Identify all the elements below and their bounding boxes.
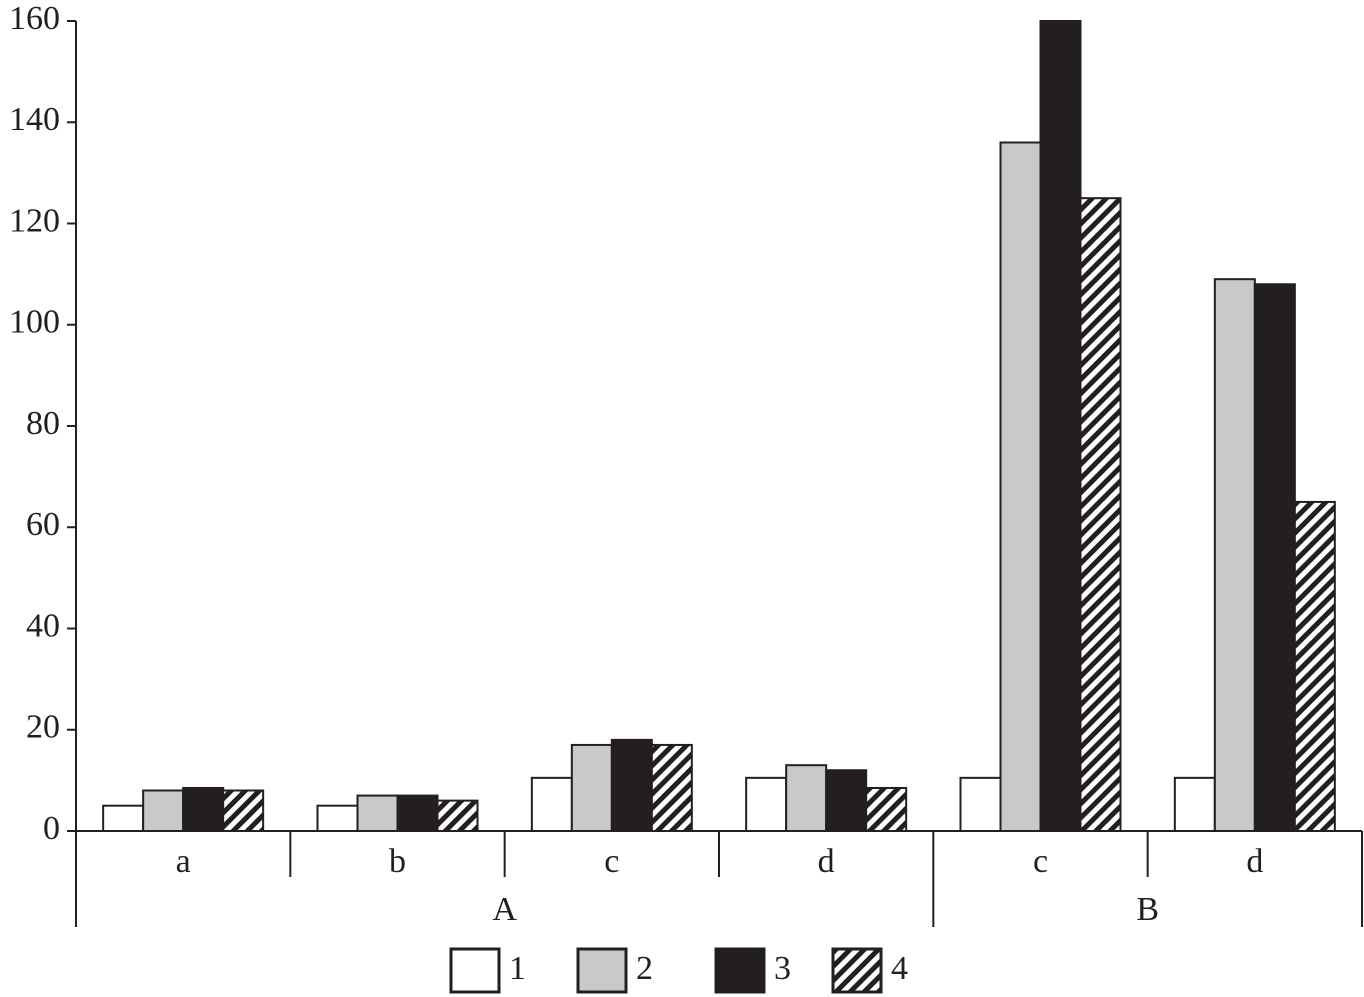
bar — [745, 776, 788, 832]
bar — [436, 799, 479, 832]
y-tick-label: 60 — [26, 506, 60, 543]
bar — [865, 786, 908, 832]
legend-swatch — [714, 947, 766, 994]
bar — [142, 789, 185, 832]
x-tick-label: b — [389, 843, 406, 880]
y-tick-label: 140 — [9, 101, 60, 138]
x-tick-label: d — [818, 843, 835, 880]
x-tick-label: c — [1033, 843, 1048, 880]
bar — [785, 764, 828, 832]
bar — [396, 794, 439, 832]
bar — [610, 738, 653, 832]
bar — [650, 743, 693, 832]
bar — [999, 141, 1042, 832]
bar — [1253, 283, 1296, 832]
bar — [1293, 500, 1336, 832]
group-label: B — [1136, 891, 1159, 928]
y-tick-label: 0 — [43, 810, 60, 847]
bar — [530, 776, 573, 832]
bar — [316, 804, 359, 832]
x-tick-label: c — [604, 843, 619, 880]
y-tick-label: 120 — [9, 202, 60, 239]
legend-swatch — [831, 947, 883, 994]
bar — [356, 794, 399, 832]
legend-label: 2 — [636, 950, 653, 987]
y-tick-label: 100 — [9, 304, 60, 341]
bar — [1213, 278, 1256, 832]
bar — [1079, 197, 1122, 832]
x-tick-label: d — [1246, 843, 1263, 880]
y-tick-label: 160 — [9, 0, 60, 37]
bar — [825, 769, 868, 832]
bar — [959, 776, 1002, 832]
bar — [1039, 20, 1082, 832]
y-tick-label: 80 — [26, 405, 60, 442]
bar — [222, 789, 265, 832]
y-tick-label: 40 — [26, 607, 60, 644]
x-tick-label: a — [176, 843, 191, 880]
bar — [1173, 776, 1216, 832]
bar — [182, 786, 225, 832]
legend-swatch — [449, 947, 501, 994]
legend-label: 3 — [774, 950, 791, 987]
y-tick-label: 20 — [26, 709, 60, 746]
group-label: A — [492, 891, 517, 928]
bar — [102, 804, 145, 832]
legend-label: 1 — [509, 950, 526, 987]
legend-label: 4 — [891, 950, 908, 987]
bar — [570, 743, 613, 832]
legend-swatch — [576, 947, 628, 994]
